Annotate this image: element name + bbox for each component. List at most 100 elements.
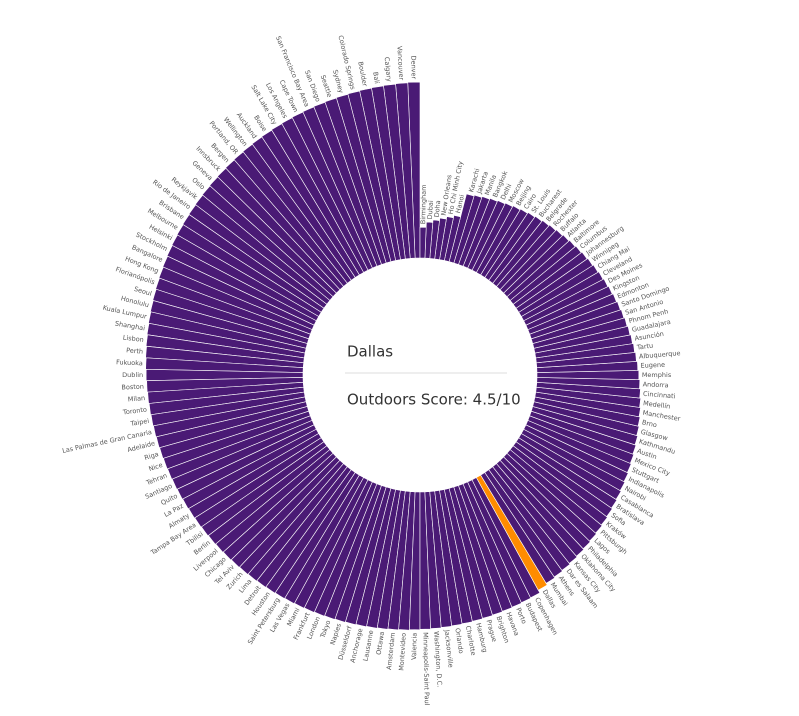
- bar: [207, 445, 331, 545]
- bar: [182, 214, 325, 313]
- bar: [171, 234, 320, 322]
- bar: [167, 415, 313, 480]
- category-label: Medellín: [643, 399, 671, 410]
- bar: [409, 491, 421, 631]
- bar: [536, 352, 637, 368]
- category-label: Boston: [121, 383, 144, 392]
- category-label: Eugene: [640, 361, 665, 370]
- bar: [520, 428, 626, 491]
- bar: [529, 301, 621, 340]
- bar: [209, 176, 337, 298]
- bar: [376, 490, 406, 630]
- bar: [215, 449, 334, 553]
- bar: [145, 368, 304, 382]
- bar: [480, 208, 528, 278]
- bar: [499, 229, 563, 294]
- bar: [424, 221, 434, 259]
- bar: [532, 317, 628, 349]
- bar: [530, 309, 625, 344]
- bar: [534, 334, 633, 359]
- bar: [496, 459, 585, 557]
- bar: [532, 401, 640, 436]
- bar: [525, 419, 632, 473]
- bar: [458, 196, 490, 267]
- bar: [347, 90, 397, 263]
- bar: [225, 159, 344, 291]
- bar: [480, 472, 556, 584]
- center-value: Outdoors Score: 4.5/10: [347, 391, 521, 409]
- bar: [512, 441, 613, 518]
- bar: [294, 477, 369, 609]
- bar: [201, 441, 328, 537]
- bar: [345, 486, 392, 626]
- bar: [324, 483, 382, 620]
- category-label: Riga: [143, 450, 159, 462]
- bar: [467, 479, 532, 604]
- category-label: Nice: [148, 461, 164, 473]
- bar: [334, 485, 387, 623]
- bar: [523, 278, 609, 326]
- category-label: Dublin: [122, 371, 143, 379]
- bar: [247, 463, 348, 582]
- bar: [155, 277, 311, 340]
- category-label: Fukuoka: [116, 358, 143, 367]
- bar: [536, 382, 641, 399]
- category-label: Albuquerque: [639, 349, 681, 360]
- category-label: Boulder: [356, 61, 369, 88]
- bar: [529, 410, 637, 455]
- bar: [148, 311, 307, 354]
- bar: [182, 428, 320, 510]
- bar: [176, 424, 317, 500]
- bar: [533, 325, 631, 354]
- category-label: Doha: [433, 200, 443, 218]
- bar: [395, 82, 416, 259]
- bar: [512, 251, 588, 309]
- category-label: Washington, D.C.: [432, 631, 444, 687]
- bar: [146, 377, 304, 393]
- bar: [530, 406, 639, 446]
- bar: [158, 266, 313, 335]
- bar: [194, 194, 331, 305]
- bar: [467, 200, 506, 271]
- bar: [304, 479, 373, 613]
- category-label: Bali: [371, 71, 381, 84]
- bar: [471, 202, 513, 273]
- category-label: Ottawa: [375, 631, 386, 655]
- bar: [166, 245, 317, 326]
- bar: [448, 193, 475, 264]
- bar: [162, 255, 315, 331]
- bar: [503, 234, 570, 298]
- bar: [536, 370, 640, 380]
- bar: [194, 437, 325, 528]
- bar: [492, 220, 550, 287]
- bar: [525, 285, 613, 331]
- category-label: Calgary: [383, 57, 394, 83]
- bar: [419, 226, 427, 259]
- bars: [145, 81, 642, 631]
- bar: [281, 117, 369, 273]
- category-label: Honolulu: [120, 294, 150, 309]
- category-label: Denver: [409, 55, 418, 79]
- bar: [163, 410, 311, 470]
- category-label: Vancouver: [395, 46, 405, 81]
- bar: [383, 83, 411, 260]
- category-label: Orlando: [453, 627, 465, 654]
- bar: [535, 343, 635, 364]
- category-label: Jacksonville: [443, 628, 455, 668]
- category-label: Valencia: [410, 633, 419, 660]
- bar: [242, 143, 352, 284]
- bar: [520, 271, 604, 322]
- bar: [216, 167, 341, 294]
- bar: [284, 474, 365, 605]
- bar: [407, 81, 421, 259]
- bar: [261, 129, 360, 278]
- bar: [527, 415, 635, 464]
- category-label: Shanghai: [114, 319, 145, 332]
- bar: [439, 489, 473, 625]
- category-label: Milan: [128, 394, 146, 403]
- bar: [233, 151, 348, 287]
- bar: [239, 459, 344, 575]
- bar: [256, 466, 352, 588]
- bar: [488, 215, 543, 284]
